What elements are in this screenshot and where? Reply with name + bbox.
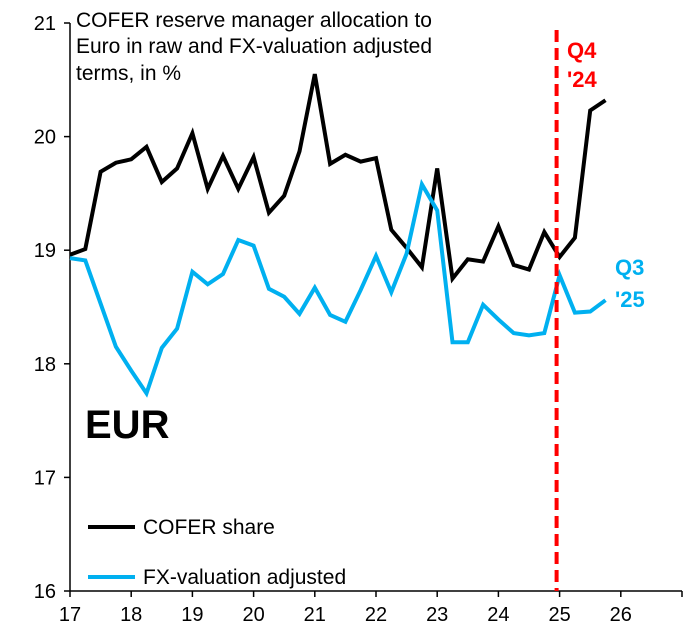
panel-label-eur: EUR [85, 403, 170, 447]
x-tick-label: 20 [242, 604, 264, 626]
x-tick-label: 21 [304, 604, 326, 626]
annotation-q4: Q4 [567, 38, 597, 63]
x-tick-label: 26 [610, 604, 632, 626]
x-tick-label: 17 [59, 604, 81, 626]
series-lines [69, 73, 607, 398]
x-tick-label: 22 [365, 604, 387, 626]
chart-title-line-2: Euro in raw and FX-valuation adjusted [76, 35, 432, 58]
cofer-share-line [69, 73, 607, 284]
legend-label-cofer-share: COFER share [143, 516, 275, 539]
x-tick-label: 18 [120, 604, 142, 626]
axes [64, 22, 683, 597]
annotation-q3: Q3 [615, 255, 644, 280]
y-tick-label: 16 [34, 581, 56, 603]
y-tick-label: 20 [34, 127, 56, 149]
legend-label-fx-adjusted: FX-valuation adjusted [143, 566, 346, 589]
x-tick-label: 25 [548, 604, 570, 626]
y-tick-label: 17 [34, 467, 56, 489]
x-tick-label: 19 [181, 604, 203, 626]
x-tick-label: 24 [487, 604, 509, 626]
y-tick-label: 18 [34, 354, 56, 376]
annotation-25: '25 [615, 287, 645, 312]
annotation-24: '24 [567, 67, 597, 92]
y-tick-label: 19 [34, 240, 56, 262]
x-tick-label: 23 [426, 604, 448, 626]
chart-title-line-1: COFER reserve manager allocation to [76, 9, 432, 32]
legend: COFER share FX-valuation adjusted [88, 516, 346, 589]
chart-title-line-3: terms, in % [76, 62, 181, 85]
fx-adjusted-line [69, 178, 607, 398]
y-tick-label: 21 [34, 13, 56, 35]
